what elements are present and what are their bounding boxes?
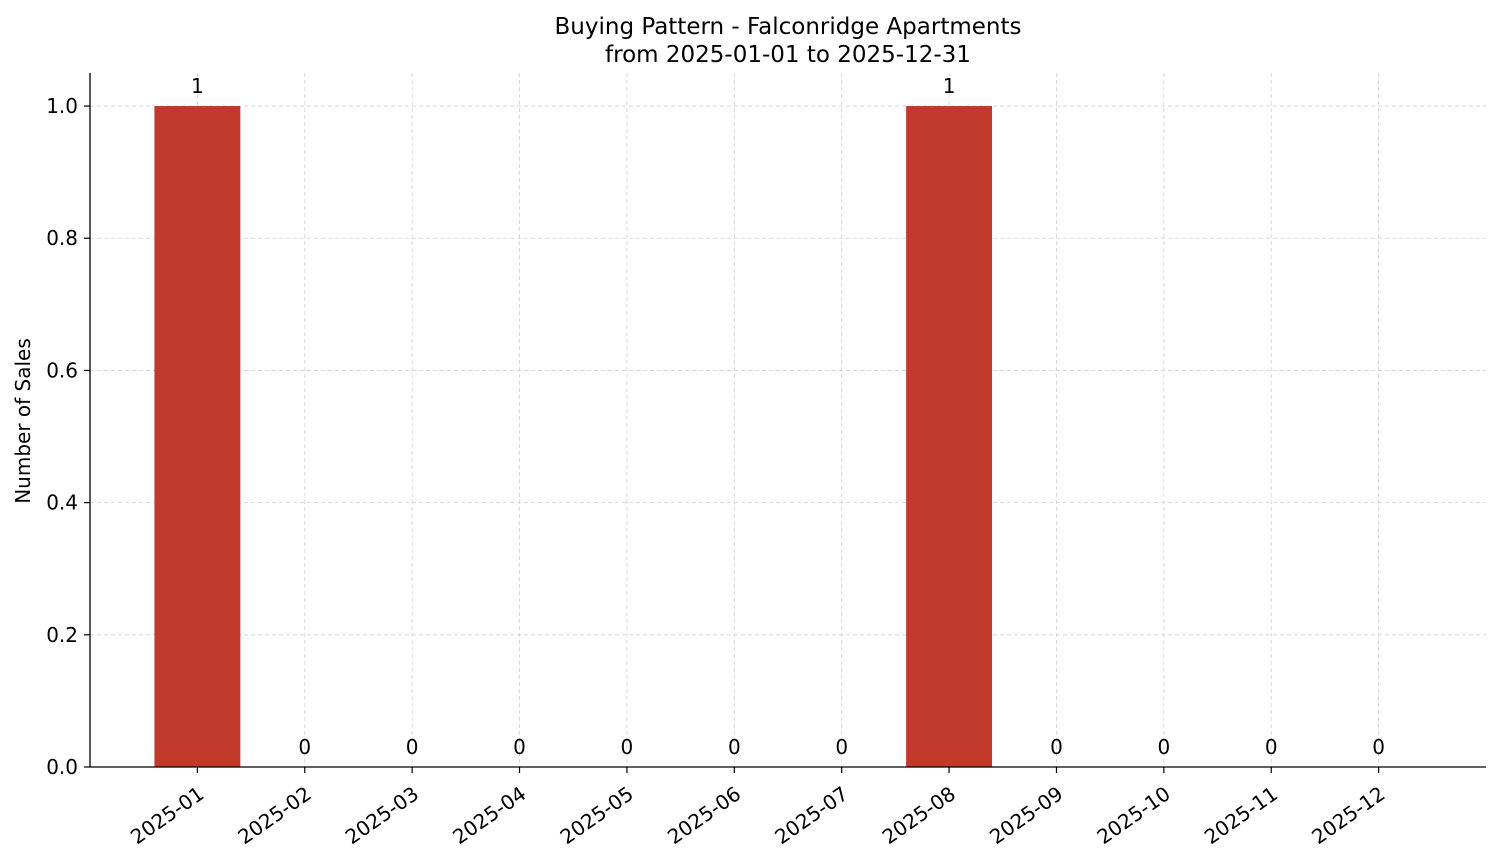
value-label: 0 bbox=[1050, 735, 1063, 759]
x-tick-label: 2025-06 bbox=[663, 781, 745, 849]
bar bbox=[154, 106, 241, 768]
value-label: 1 bbox=[943, 74, 956, 98]
y-tick-label: 0.0 bbox=[46, 755, 78, 779]
x-tick-label: 2025-07 bbox=[770, 781, 852, 849]
value-label: 0 bbox=[621, 735, 634, 759]
x-tick-label: 2025-01 bbox=[126, 781, 208, 849]
y-tick-label: 0.6 bbox=[46, 358, 78, 382]
x-tick-label: 2025-11 bbox=[1200, 781, 1282, 849]
value-label: 1 bbox=[191, 74, 204, 98]
y-tick-label: 0.4 bbox=[46, 491, 78, 515]
value-label: 0 bbox=[406, 735, 419, 759]
value-label: 0 bbox=[298, 735, 311, 759]
x-tick-label: 2025-08 bbox=[878, 781, 960, 849]
y-tick-label: 1.0 bbox=[46, 94, 78, 118]
value-label: 0 bbox=[513, 735, 526, 759]
chart-title: Buying Pattern - Falconridge Apartments bbox=[555, 14, 1022, 40]
value-label: 0 bbox=[835, 735, 848, 759]
bar-layer bbox=[154, 106, 993, 768]
chart-subtitle: from 2025-01-01 to 2025-12-31 bbox=[605, 42, 971, 68]
x-tick-label: 2025-03 bbox=[341, 781, 423, 849]
x-tick-label: 2025-04 bbox=[448, 781, 530, 849]
value-label: 0 bbox=[1265, 735, 1278, 759]
value-label: 0 bbox=[1157, 735, 1170, 759]
value-label: 0 bbox=[728, 735, 741, 759]
x-tick-label: 2025-12 bbox=[1307, 781, 1389, 849]
x-tick-label: 2025-05 bbox=[556, 781, 638, 849]
y-tick-label: 0.8 bbox=[46, 226, 78, 250]
bar bbox=[906, 106, 993, 768]
x-tick-label: 2025-02 bbox=[233, 781, 315, 849]
grid-layer bbox=[90, 73, 1486, 768]
y-tick-label: 0.2 bbox=[46, 623, 78, 647]
label-layer: 0.0 0.2 0.4 0.6 0.8 1.0 2025-01 1 2025-02 0 2025-0… bbox=[46, 74, 1389, 849]
x-tick-label: 2025-09 bbox=[985, 781, 1067, 849]
x-tick-label: 2025-10 bbox=[1092, 781, 1174, 849]
y-axis-label: Number of Sales bbox=[11, 338, 35, 504]
value-label: 0 bbox=[1372, 735, 1385, 759]
